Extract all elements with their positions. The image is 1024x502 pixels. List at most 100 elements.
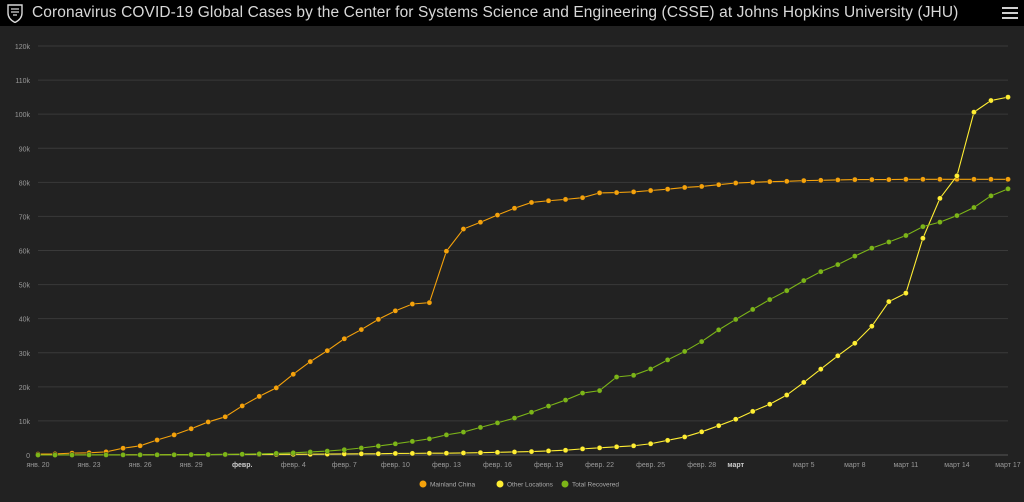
data-point-total-recovered [494, 420, 501, 426]
data-point-mainland-china [664, 186, 671, 192]
data-point-other-locations [443, 450, 450, 456]
y-tick-label: 30k [19, 351, 31, 358]
legend-label-mainland-china: Mainland China [430, 482, 476, 489]
data-point-mainland-china [1005, 176, 1011, 183]
data-point-total-recovered [52, 452, 58, 458]
data-point-other-locations [630, 442, 637, 449]
y-tick-label: 60k [19, 249, 31, 256]
data-point-mainland-china [409, 301, 416, 307]
menu-bar-icon [1002, 17, 1018, 19]
data-point-mainland-china [545, 197, 552, 204]
menu-button[interactable] [1002, 4, 1018, 22]
data-point-mainland-china [137, 442, 143, 449]
data-point-total-recovered [392, 441, 399, 447]
x-tick-label: янв. 20 [26, 462, 49, 469]
x-tick-label: февр. 10 [381, 462, 410, 469]
data-point-mainland-china [392, 308, 399, 314]
data-point-other-locations [1005, 94, 1011, 100]
y-tick-label: 90k [19, 146, 31, 153]
data-point-total-recovered [783, 287, 790, 294]
y-tick-label: 0 [26, 453, 30, 460]
data-point-other-locations [920, 235, 926, 242]
series-line-total-recovered [38, 188, 1009, 456]
data-point-total-recovered [239, 451, 246, 457]
x-tick-label: февр. 7 [332, 462, 357, 469]
data-point-mainland-china [239, 403, 246, 409]
data-point-mainland-china [852, 176, 858, 183]
y-tick-label: 20k [19, 385, 31, 392]
data-point-total-recovered [103, 452, 109, 458]
data-point-mainland-china [460, 226, 467, 232]
data-point-other-locations [460, 450, 467, 456]
data-point-total-recovered [766, 296, 773, 303]
data-point-other-locations [494, 449, 501, 456]
data-point-mainland-china [783, 178, 790, 185]
data-point-mainland-china [205, 419, 211, 425]
data-point-total-recovered [188, 451, 194, 458]
x-tick-label: февр. 19 [534, 462, 563, 469]
data-point-mainland-china [273, 385, 280, 391]
data-point-total-recovered [477, 424, 484, 431]
data-point-other-locations [749, 408, 756, 415]
data-point-total-recovered [256, 451, 263, 457]
data-point-other-locations [477, 449, 484, 456]
x-tick-label: февр. 25 [636, 462, 665, 469]
data-point-other-locations [647, 440, 654, 447]
data-point-mainland-china [698, 183, 705, 190]
data-point-mainland-china [732, 180, 739, 186]
data-point-mainland-china [171, 432, 177, 438]
data-point-total-recovered [205, 451, 211, 458]
data-point-total-recovered [120, 452, 126, 458]
data-point-total-recovered [443, 432, 450, 438]
data-point-total-recovered [869, 245, 875, 251]
x-tick-label: янв. 23 [78, 462, 101, 469]
data-point-mainland-china [903, 176, 909, 183]
y-tick-label: 80k [19, 180, 31, 187]
y-tick-label: 110k [15, 78, 30, 85]
data-point-total-recovered [460, 429, 467, 435]
data-point-mainland-china [290, 371, 297, 378]
data-point-other-locations [698, 429, 705, 435]
data-point-total-recovered [698, 338, 705, 345]
x-tick-label: март 11 [893, 462, 918, 469]
x-tick-label: февр. [232, 462, 253, 469]
data-point-total-recovered [426, 436, 433, 442]
data-point-mainland-china [154, 437, 160, 443]
data-point-mainland-china [937, 176, 943, 183]
data-point-other-locations [954, 173, 960, 179]
legend-marker-total-recovered [561, 480, 569, 488]
data-point-mainland-china [426, 299, 433, 306]
data-point-total-recovered [35, 452, 41, 458]
menu-bar-icon [1002, 7, 1018, 9]
data-point-mainland-china [528, 199, 535, 206]
legend-marker-mainland-china [419, 480, 427, 488]
data-point-total-recovered [613, 374, 620, 380]
data-point-total-recovered [1005, 186, 1011, 192]
data-point-total-recovered [222, 451, 228, 458]
data-point-other-locations [903, 290, 909, 296]
app-header: Coronavirus COVID-19 Global Cases by the… [0, 0, 1024, 26]
data-point-other-locations [596, 445, 603, 451]
data-point-total-recovered [903, 232, 909, 239]
page-title: Coronavirus COVID-19 Global Cases by the… [32, 4, 959, 21]
data-point-mainland-china [715, 181, 722, 188]
data-point-total-recovered [664, 357, 671, 363]
data-point-mainland-china [596, 190, 603, 196]
data-point-mainland-china [988, 176, 994, 183]
data-point-total-recovered [273, 450, 280, 457]
data-point-total-recovered [511, 415, 518, 421]
data-point-total-recovered [835, 261, 841, 268]
data-point-total-recovered [579, 390, 586, 396]
data-point-other-locations [681, 434, 688, 440]
series-line-mainland-china [37, 178, 1008, 455]
data-point-other-locations [528, 448, 535, 455]
data-point-total-recovered [800, 277, 807, 284]
data-point-total-recovered [171, 451, 177, 458]
data-point-mainland-china [749, 179, 756, 186]
x-tick-label: янв. 26 [129, 462, 152, 469]
chart-container: 0 10k 20k 30k 40k 50k 60k 70k 80k 90k 100k 110k 120k… [0, 26, 1024, 497]
data-point-other-locations [988, 97, 994, 104]
data-point-other-locations [545, 448, 552, 454]
data-point-mainland-china [681, 184, 688, 191]
x-tick-label: март 8 [844, 462, 866, 469]
